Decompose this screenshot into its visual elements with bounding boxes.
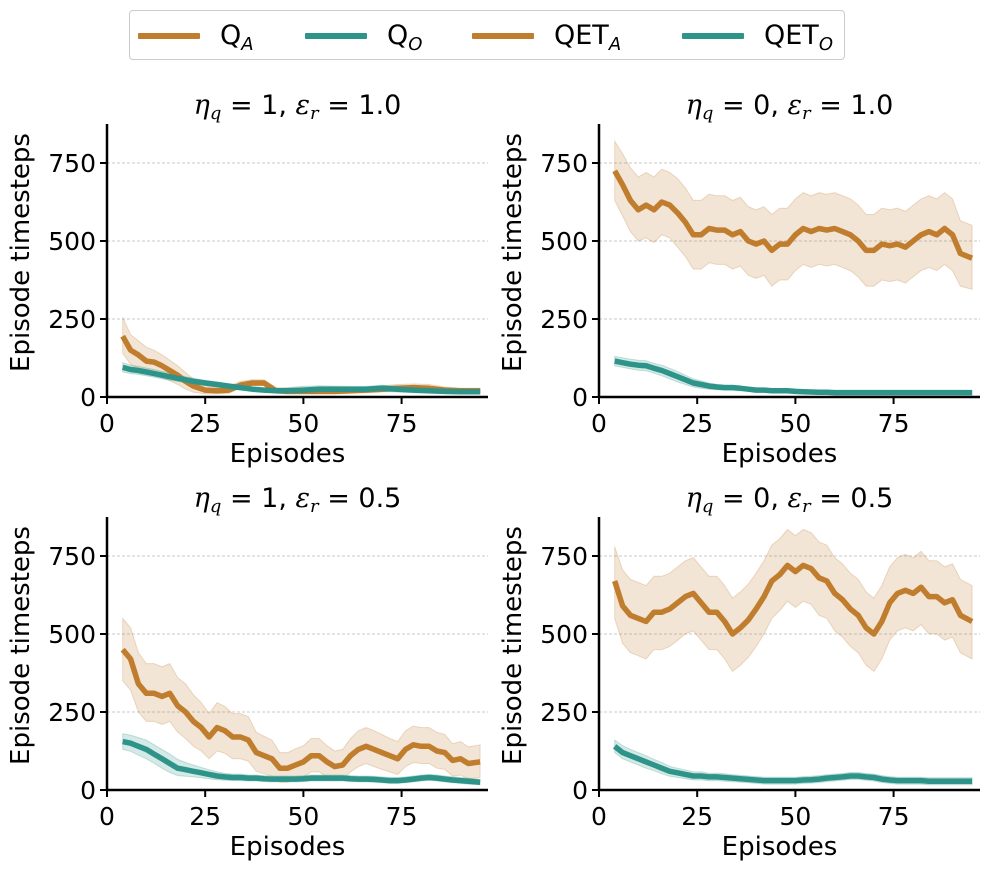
confidence-band-2 bbox=[122, 733, 481, 786]
x-tick-label-1: 25 bbox=[681, 409, 713, 438]
series-line-1 bbox=[612, 169, 974, 261]
chart-panel-2: 0 250 500 750 0 25 50 75 Episodes Episode timeste… bbox=[498, 90, 980, 469]
y-tick-label-3: 750 bbox=[48, 542, 96, 571]
y-tick-label-0: 0 bbox=[80, 383, 96, 412]
legend-swatch-qet-o bbox=[682, 33, 744, 39]
y-tick-label-3: 750 bbox=[540, 542, 588, 571]
legend-label-qet-o: QETO bbox=[764, 20, 833, 55]
x-tick-label-2: 50 bbox=[287, 802, 319, 831]
series-line-2 bbox=[121, 364, 481, 395]
x-tick-label-1: 25 bbox=[681, 802, 713, 831]
y-tick-label-1: 250 bbox=[540, 698, 588, 727]
x-axis-label: Episodes bbox=[230, 439, 346, 469]
series-line-2 bbox=[122, 738, 481, 785]
y-axis-label: Episode timesteps bbox=[498, 133, 528, 372]
series-line-1 bbox=[120, 647, 481, 771]
legend-swatch-qet-a bbox=[472, 33, 534, 39]
confidence-band-1 bbox=[122, 317, 481, 395]
y-tick-label-2: 500 bbox=[48, 620, 96, 649]
confidence-band-1 bbox=[122, 617, 481, 783]
chart-title: ηq = 1, εr = 0.5 bbox=[194, 483, 402, 517]
x-tick-label-2: 50 bbox=[287, 409, 319, 438]
y-tick-label-2: 500 bbox=[540, 227, 588, 256]
y-axis-label: Episode timesteps bbox=[6, 526, 36, 765]
y-tick-label-0: 0 bbox=[572, 776, 588, 805]
chart-title: ηq = 1, εr = 1.0 bbox=[194, 90, 402, 124]
y-tick-label-1: 250 bbox=[48, 698, 96, 727]
chart-panel-4: 0 250 500 750 0 25 50 75 Episodes Episode timeste… bbox=[498, 483, 980, 862]
chart-panel-3: 0 250 500 750 0 25 50 75 Episodes Episode timeste… bbox=[6, 483, 488, 862]
chart-panel-1: 0 250 500 750 0 25 50 75 Episodes Episode timeste… bbox=[6, 90, 488, 469]
x-tick-label-0: 0 bbox=[99, 409, 115, 438]
x-tick-label-3: 75 bbox=[386, 802, 418, 831]
x-axis-label: Episodes bbox=[722, 439, 838, 469]
x-axis-label: Episodes bbox=[722, 832, 838, 862]
legend-label-qet-a: QETA bbox=[554, 20, 622, 55]
y-tick-label-1: 250 bbox=[48, 305, 96, 334]
chart-title: ηq = 0, εr = 0.5 bbox=[686, 483, 894, 517]
chart-title: ηq = 0, εr = 1.0 bbox=[686, 90, 894, 124]
x-tick-label-1: 25 bbox=[189, 802, 221, 831]
x-tick-label-2: 50 bbox=[779, 802, 811, 831]
y-tick-label-3: 750 bbox=[48, 149, 96, 178]
legend-swatch-q-a bbox=[138, 33, 200, 39]
x-tick-label-3: 75 bbox=[878, 802, 910, 831]
y-tick-label-0: 0 bbox=[572, 383, 588, 412]
y-tick-label-0: 0 bbox=[80, 776, 96, 805]
x-tick-label-0: 0 bbox=[591, 409, 607, 438]
series-line-2 bbox=[614, 358, 973, 396]
series-line-2 bbox=[612, 744, 973, 785]
y-axis-label: Episode timesteps bbox=[498, 526, 528, 765]
x-tick-label-2: 50 bbox=[779, 409, 811, 438]
legend: QA QO QETA QETO bbox=[129, 10, 845, 60]
x-tick-label-1: 25 bbox=[189, 409, 221, 438]
confidence-band-2 bbox=[614, 739, 973, 786]
x-axis-label: Episodes bbox=[230, 832, 346, 862]
y-tick-label-2: 500 bbox=[48, 227, 96, 256]
legend-label-q-a: QA bbox=[220, 20, 254, 55]
x-tick-label-0: 0 bbox=[99, 802, 115, 831]
y-axis-label: Episode timesteps bbox=[6, 133, 36, 372]
confidence-band-1 bbox=[614, 139, 973, 291]
series-line-1 bbox=[612, 562, 974, 637]
x-tick-label-0: 0 bbox=[591, 802, 607, 831]
legend-label-q-o: QO bbox=[387, 20, 423, 55]
legend-swatch-q-o bbox=[305, 33, 367, 39]
y-tick-label-1: 250 bbox=[540, 305, 588, 334]
y-tick-label-3: 750 bbox=[540, 149, 588, 178]
x-tick-label-3: 75 bbox=[386, 409, 418, 438]
x-tick-label-3: 75 bbox=[878, 409, 910, 438]
confidence-band-1 bbox=[614, 528, 973, 673]
y-tick-label-2: 500 bbox=[540, 620, 588, 649]
